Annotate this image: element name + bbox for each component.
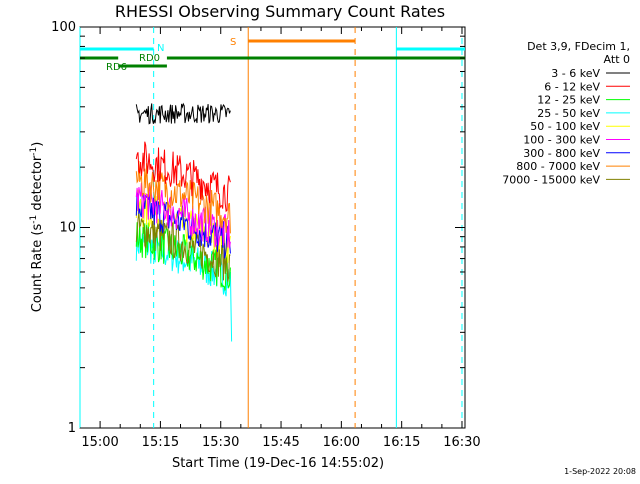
y-tick-label: 1 [68,421,76,436]
legend-label: 12 - 25 keV [537,94,600,107]
series-line-7 [135,160,231,234]
x-tick-label: 16:00 [323,435,360,450]
y-axis-title: Count Rate (s-1 detector-1) [29,142,45,313]
series-line-3 [135,225,233,342]
rd6-label: RD6 [106,62,127,73]
x-tick-label: 16:30 [443,435,480,450]
legend-label: 25 - 50 keV [537,107,600,120]
series-line-8 [135,210,231,282]
y-tick-label: 10 [59,221,76,236]
series-line-0 [135,102,231,125]
legend-header-line2: Att 0 [604,53,630,66]
saa-label: S [230,37,236,48]
legend-label: 100 - 300 keV [523,134,600,147]
series-line-1 [135,141,231,213]
chart-title: RHESSI Observing Summary Count Rates [115,2,445,21]
axis-ticks: 15:00 15:15 15:30 15:45 16:00 16:15 16:30 1 10 10… [51,20,481,450]
legend-label: 800 - 7000 keV [516,160,600,173]
series-line-2 [135,222,231,291]
legend-label: 300 - 800 keV [523,147,600,160]
night-label: N [157,43,164,54]
x-tick-label: 15:00 [81,435,118,450]
y-tick-label: 100 [51,20,76,35]
annotation-lines [79,27,463,428]
annotation-bars [80,39,465,68]
x-tick-label: 16:15 [383,435,420,450]
x-tick-label: 15:45 [262,435,299,450]
series-layer [135,102,233,342]
x-axis-title: Start Time (19-Dec-16 14:55:02) [172,456,384,471]
rd0-label: RD0 [139,53,160,64]
series-line-5 [135,182,231,249]
x-tick-label: 15:30 [202,435,239,450]
date-stamp: 1-Sep-2022 20:08 [564,467,636,476]
legend-label: 7000 - 15000 keV [502,173,600,186]
legend-header-line1: Det 3,9, FDecim 1, [527,40,630,53]
legend-label: 3 - 6 keV [551,67,600,80]
legend-label: 6 - 12 keV [544,80,600,93]
legend-label: 50 - 100 keV [530,120,600,133]
x-tick-label: 15:15 [142,435,179,450]
